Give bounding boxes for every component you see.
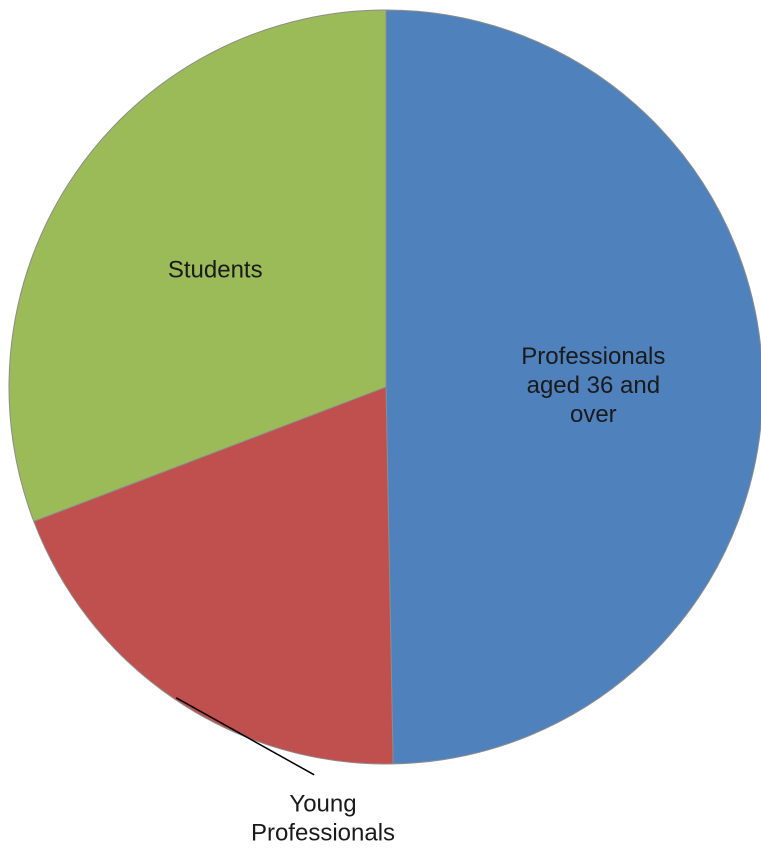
slice-label-line: Students: [168, 256, 263, 283]
slice-label-line: Young: [289, 791, 356, 818]
slice-label-young-professionals: Young Professionals: [251, 791, 395, 847]
pie-slice-students: [8, 9, 387, 523]
slice-label-line: over: [570, 401, 617, 428]
slice-label-line: Professionals: [251, 820, 395, 847]
pie-slices: [8, 9, 761, 765]
slice-label-professionals-aged-36-and-over: Professionals aged 36 and over: [521, 343, 665, 428]
leader-line-young-professionals: [175, 697, 315, 776]
pie-slice-young-professionals: [33, 386, 394, 765]
leader-lines: [175, 697, 315, 776]
slice-label-line: aged 36 and: [527, 372, 660, 399]
pie-slice-professionals-aged-36-and-over: [385, 9, 761, 765]
slice-label-line: Professionals: [521, 343, 665, 370]
slice-label-students: Students: [168, 256, 263, 283]
